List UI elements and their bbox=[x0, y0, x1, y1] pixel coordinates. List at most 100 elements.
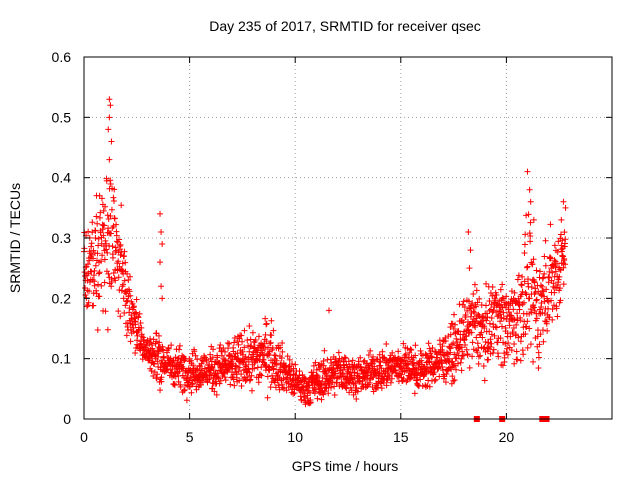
data-point bbox=[248, 387, 255, 394]
data-point bbox=[270, 365, 277, 372]
data-point bbox=[517, 338, 524, 345]
data-point bbox=[266, 340, 273, 347]
data-point bbox=[451, 351, 458, 358]
data-point bbox=[258, 372, 265, 379]
data-point bbox=[132, 318, 139, 325]
data-point bbox=[468, 329, 475, 336]
data-point bbox=[96, 214, 103, 221]
data-point bbox=[518, 282, 525, 289]
data-point bbox=[151, 361, 158, 368]
data-point bbox=[447, 331, 454, 338]
data-point bbox=[110, 197, 117, 204]
data-point bbox=[475, 360, 482, 367]
data-point bbox=[527, 341, 534, 348]
data-point bbox=[469, 300, 476, 307]
data-point bbox=[88, 243, 95, 250]
data-point bbox=[168, 342, 175, 349]
x-tick-label: 10 bbox=[287, 429, 303, 445]
data-point bbox=[460, 331, 467, 338]
data-point bbox=[466, 321, 473, 328]
data-point bbox=[543, 286, 550, 293]
data-point bbox=[310, 362, 317, 369]
data-point bbox=[444, 351, 451, 358]
data-point bbox=[526, 186, 533, 193]
data-point bbox=[150, 336, 157, 343]
data-point bbox=[258, 364, 265, 371]
data-point bbox=[504, 345, 511, 352]
data-point bbox=[103, 177, 110, 184]
data-point bbox=[523, 264, 530, 271]
data-point bbox=[536, 341, 543, 348]
data-point bbox=[458, 355, 465, 362]
data-point bbox=[263, 320, 270, 327]
data-point bbox=[457, 359, 464, 366]
data-point bbox=[233, 363, 240, 370]
data-point bbox=[174, 359, 181, 366]
data-point bbox=[109, 243, 116, 250]
data-point bbox=[333, 379, 340, 386]
data-point bbox=[561, 255, 568, 262]
data-point bbox=[252, 337, 259, 344]
data-point bbox=[556, 266, 563, 273]
data-point bbox=[263, 321, 270, 328]
data-point bbox=[129, 321, 136, 328]
data-point bbox=[527, 219, 534, 226]
x-tick-label: 20 bbox=[499, 429, 515, 445]
data-point bbox=[400, 375, 407, 382]
data-point bbox=[247, 336, 254, 343]
data-point bbox=[371, 363, 378, 370]
data-point bbox=[497, 335, 504, 342]
data-point bbox=[263, 338, 270, 345]
data-point bbox=[150, 373, 157, 380]
data-point bbox=[104, 212, 111, 219]
data-point bbox=[425, 355, 432, 362]
data-point bbox=[106, 114, 113, 121]
data-point bbox=[404, 345, 411, 352]
data-point bbox=[94, 250, 101, 257]
data-point bbox=[121, 309, 128, 316]
data-point bbox=[555, 238, 562, 245]
data-point bbox=[163, 367, 170, 374]
data-point bbox=[245, 358, 252, 365]
data-point bbox=[519, 301, 526, 308]
data-point bbox=[407, 346, 414, 353]
data-point bbox=[175, 373, 182, 380]
data-point bbox=[359, 378, 366, 385]
data-point bbox=[107, 230, 114, 237]
data-point bbox=[99, 252, 106, 259]
data-point bbox=[121, 248, 128, 255]
data-point bbox=[473, 287, 480, 294]
data-point bbox=[105, 126, 112, 133]
data-point bbox=[431, 377, 438, 384]
data-point bbox=[469, 339, 476, 346]
data-point bbox=[504, 351, 511, 358]
data-point bbox=[493, 309, 500, 316]
data-point bbox=[408, 346, 415, 353]
data-point bbox=[547, 221, 554, 228]
data-point bbox=[92, 234, 99, 241]
data-point bbox=[548, 297, 555, 304]
data-point bbox=[159, 241, 166, 248]
data-point bbox=[524, 318, 531, 325]
data-point bbox=[108, 278, 115, 285]
data-point bbox=[217, 377, 224, 384]
data-point bbox=[93, 213, 100, 220]
data-point bbox=[534, 327, 541, 334]
data-point bbox=[463, 333, 470, 340]
data-point bbox=[314, 373, 321, 380]
data-point bbox=[481, 377, 488, 384]
data-point bbox=[465, 298, 472, 305]
data-point bbox=[103, 240, 110, 247]
data-point bbox=[427, 348, 434, 355]
data-point bbox=[531, 307, 538, 314]
data-point bbox=[214, 354, 221, 361]
data-point bbox=[264, 373, 271, 380]
data-point bbox=[246, 348, 253, 355]
data-point bbox=[120, 295, 127, 302]
data-point bbox=[412, 342, 419, 349]
data-point bbox=[117, 251, 124, 258]
data-point bbox=[392, 369, 399, 376]
y-tick-label: 0.5 bbox=[52, 109, 72, 125]
data-point bbox=[451, 376, 458, 383]
